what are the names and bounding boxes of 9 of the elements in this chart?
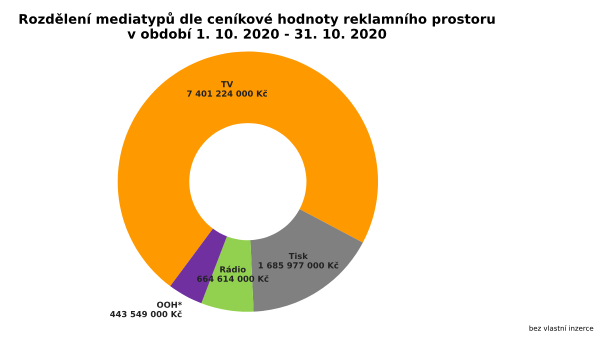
slice-label: TV <box>221 81 234 88</box>
data-label: 443 549 000 Kč <box>110 310 182 318</box>
slice-label: OOH* <box>156 302 182 308</box>
slice-label: Rádio <box>220 266 246 273</box>
donut-slice <box>118 52 378 286</box>
data-label: 1 685 977 000 Kč <box>258 262 338 269</box>
chart-title: Rozdělení mediatypů dle ceníkové hodnoty reklamního prostoru v období 1. 10. 2020 - 31. 10. 2020 <box>20 12 495 39</box>
slice-label: Tisk <box>288 252 308 260</box>
data-label: 7 401 224 000 Kč <box>187 90 268 97</box>
